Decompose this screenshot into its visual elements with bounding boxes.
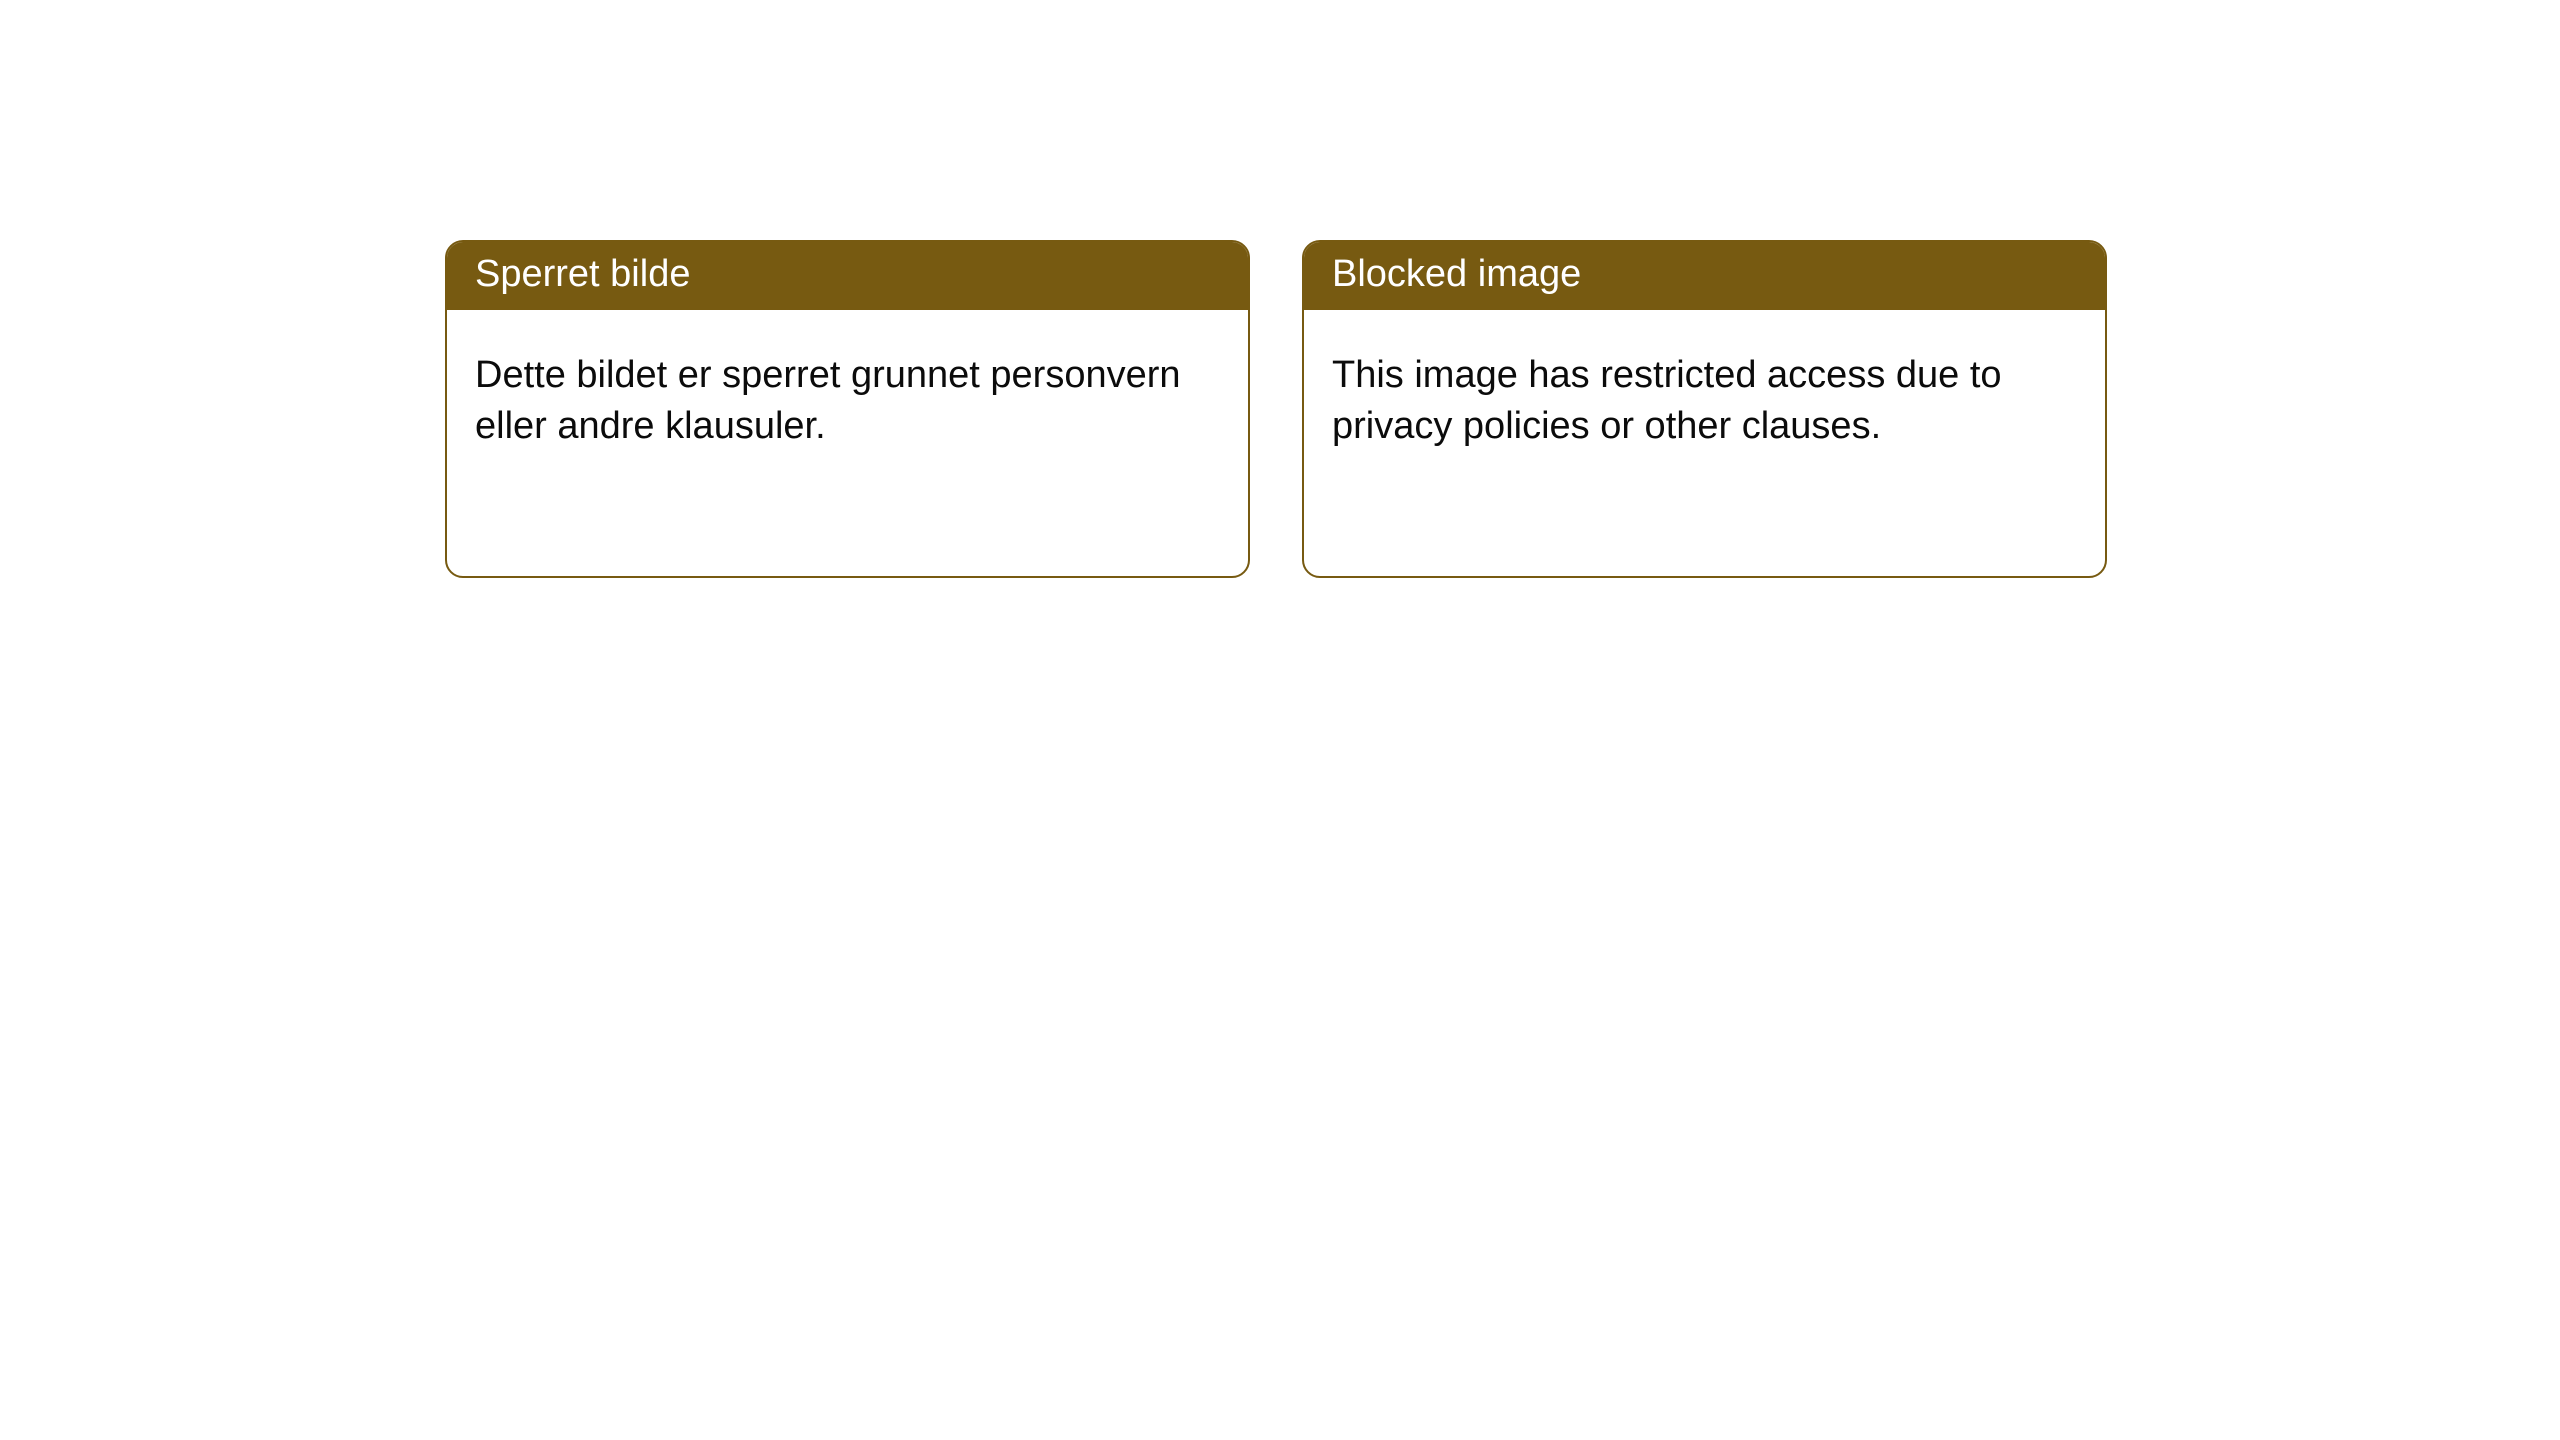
notice-card-body: This image has restricted access due to … xyxy=(1304,310,2105,493)
notice-card-title: Blocked image xyxy=(1304,242,2105,310)
notice-container: Sperret bilde Dette bildet er sperret gr… xyxy=(0,0,2560,578)
notice-card-title: Sperret bilde xyxy=(447,242,1248,310)
notice-card-english: Blocked image This image has restricted … xyxy=(1302,240,2107,578)
notice-card-body: Dette bildet er sperret grunnet personve… xyxy=(447,310,1248,493)
notice-card-norwegian: Sperret bilde Dette bildet er sperret gr… xyxy=(445,240,1250,578)
